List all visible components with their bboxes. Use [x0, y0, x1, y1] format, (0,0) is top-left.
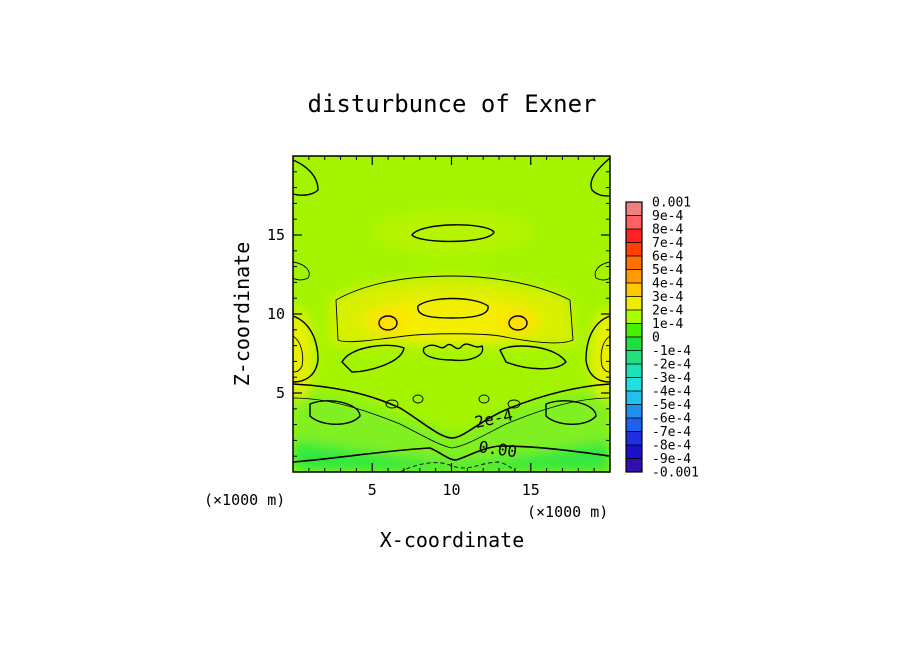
colorbar-label: 9e-4 [652, 209, 683, 224]
field-upper-band [372, 210, 532, 254]
colorbar-label: 4e-4 [652, 277, 683, 292]
contour-lower-right-loop [545, 400, 597, 425]
colorbar-swatch [626, 323, 642, 338]
colorbar-label: -2e-4 [652, 358, 691, 373]
colorbar-swatch [626, 337, 642, 351]
x-axis-label: X-coordinate [380, 528, 525, 552]
contour-lower-right-blob [499, 345, 567, 370]
contour-center-peak [417, 297, 489, 319]
colorbar-label: 2e-4 [652, 304, 683, 319]
colorbar-label: -3e-4 [652, 371, 691, 386]
tick-labels: 5 10 15 5 10 15 [267, 226, 540, 499]
heatmap-field: 2e-4 0.00 [293, 156, 610, 472]
colorbar-swatch [626, 229, 642, 243]
colorbar-label: 7e-4 [652, 236, 683, 251]
colorbar-label: 8e-4 [652, 223, 683, 238]
colorbar-label: -8e-4 [652, 439, 691, 454]
y-axis-label: Z-coordinate [230, 242, 254, 387]
contour-edge-left-inner [293, 335, 304, 373]
contour-lines [293, 157, 610, 472]
field-peak-right [500, 308, 536, 336]
colorbar-label: 6e-4 [652, 250, 683, 265]
colorbar-swatch [626, 404, 642, 419]
y-tick-label: 15 [267, 226, 285, 244]
y-tick-label: 10 [267, 305, 285, 323]
colorbar-swatch [626, 256, 642, 270]
x-tick-label: 5 [368, 481, 377, 499]
colorbar-swatch [626, 242, 642, 257]
y-tick-label: 5 [276, 384, 285, 402]
contour-mid-band [335, 275, 574, 344]
contour-zero-line [293, 445, 610, 463]
colorbar-label: 5e-4 [652, 263, 683, 278]
colorbar-label: 0.001 [652, 196, 691, 211]
colorbar-label: 3e-4 [652, 290, 683, 305]
axis-ticks [293, 156, 610, 472]
contour-edge-right [585, 315, 610, 383]
colorbar-label: -5e-4 [652, 398, 691, 413]
contour-top-right [590, 157, 610, 197]
field-peak-center [362, 298, 542, 342]
contour-edge-left [293, 315, 319, 383]
x-tick-label: 15 [522, 481, 540, 499]
y-unit-label: (×1000 m) [204, 491, 285, 509]
contour-side-right [594, 261, 610, 281]
colorbar-swatch [626, 350, 642, 365]
field-side-left [293, 310, 314, 400]
colorbar-swatch [626, 202, 642, 216]
colorbar-label: -4e-4 [652, 385, 691, 400]
contour-upper-loop [411, 224, 495, 243]
contour-top-left [293, 159, 319, 196]
colorbar-label: 0 [652, 331, 660, 346]
colorbar: 0.0019e-48e-47e-46e-45e-44e-43e-42e-41e-… [625, 196, 699, 481]
colorbar-label: -9e-4 [652, 452, 691, 467]
colorbar-swatch [626, 310, 642, 324]
colorbar-label: -0.001 [652, 466, 699, 481]
colorbar-swatch [626, 364, 642, 378]
colorbar-label: -7e-4 [652, 425, 691, 440]
chart-title: disturbunce of Exner [308, 90, 597, 118]
colorbar-label: -6e-4 [652, 412, 691, 427]
colorbar-swatch [626, 431, 642, 446]
contour-peak-right [508, 315, 528, 331]
contour-side-left [293, 261, 310, 281]
colorbar-swatch [626, 445, 642, 459]
x-unit-label: (×1000 m) [527, 503, 608, 521]
colorbar-swatch [626, 377, 642, 392]
contour-negative-dashed [399, 461, 517, 472]
colorbar-swatch [626, 391, 642, 405]
field-side-right [590, 310, 610, 400]
contour-wiggle [422, 343, 484, 362]
field-low-zone [293, 388, 610, 472]
contour-small-2 [412, 394, 424, 404]
colorbar-swatch [626, 296, 642, 311]
colorbar-label: -1e-4 [652, 344, 691, 359]
colorbar-swatch [626, 458, 642, 473]
colorbar-swatch [626, 283, 642, 297]
contour-2e4-line [293, 383, 610, 439]
contour-small-1 [385, 399, 399, 409]
contour-small-3 [478, 394, 490, 404]
colorbar-swatch [626, 269, 642, 284]
contour-lower-left-blob [341, 344, 405, 373]
colorbar-swatch [626, 215, 642, 230]
field-peak-left [370, 308, 406, 336]
contour-lower-thin-1 [293, 397, 610, 449]
contour-lower-left-loop [309, 400, 361, 425]
contour-edge-right-inner [600, 335, 610, 373]
colorbar-label: 1e-4 [652, 317, 683, 332]
contour-peak-left [378, 315, 398, 331]
x-tick-label: 10 [442, 481, 460, 499]
colorbar-swatch [626, 418, 642, 432]
